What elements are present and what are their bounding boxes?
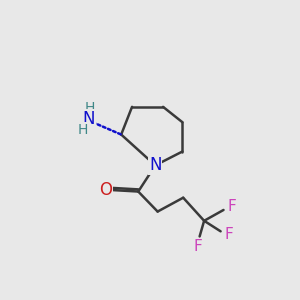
Text: H: H bbox=[85, 101, 95, 116]
Text: O: O bbox=[99, 181, 112, 199]
Text: F: F bbox=[194, 239, 202, 254]
Text: H: H bbox=[77, 123, 88, 137]
Text: F: F bbox=[224, 227, 233, 242]
Text: N: N bbox=[82, 110, 95, 128]
Text: F: F bbox=[228, 200, 236, 214]
Text: N: N bbox=[149, 156, 162, 174]
